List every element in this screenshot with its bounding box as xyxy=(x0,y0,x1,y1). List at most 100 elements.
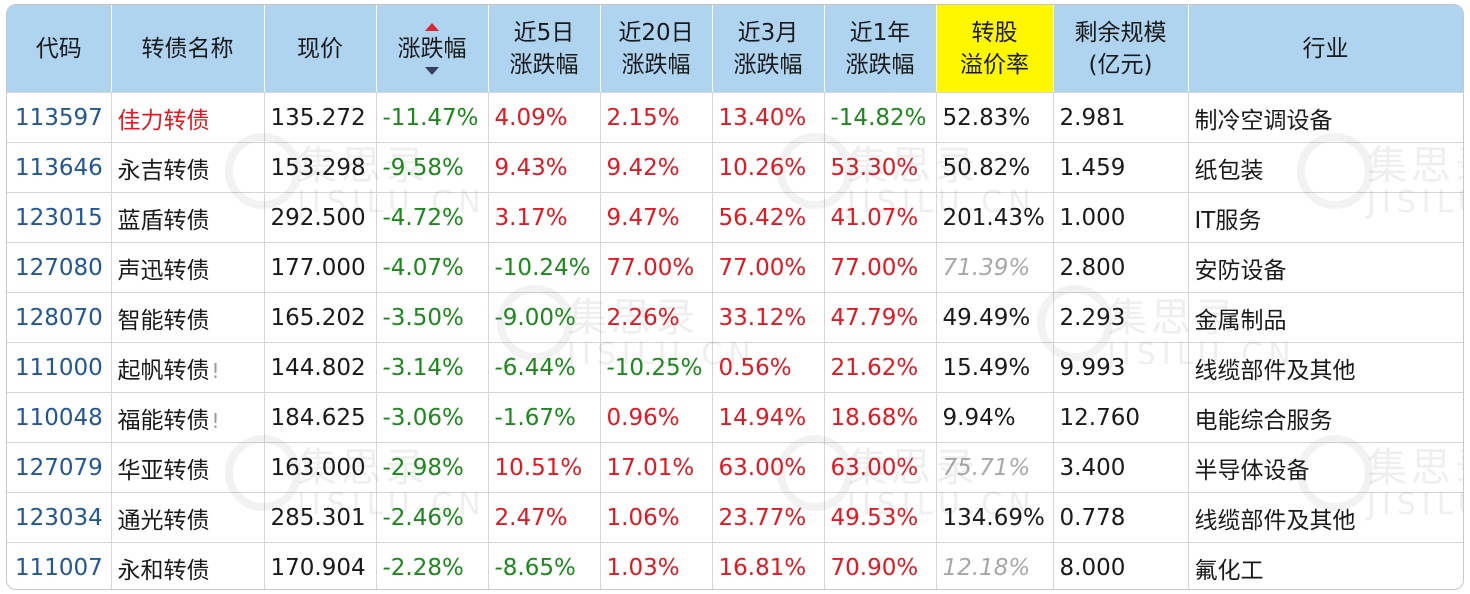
bond-code-link[interactable]: 110048 xyxy=(7,392,112,443)
industry-cell: 线缆部件及其他 xyxy=(1188,342,1463,393)
bond-code-link-text: 111000 xyxy=(15,354,103,381)
table-row[interactable]: 123015 蓝盾转债 292.500 -4.72% 3.17% 9.47% 56.42% 4… xyxy=(7,192,1463,243)
change-5d-cell: -8.65% xyxy=(488,542,601,589)
bond-code-link-text: 128070 xyxy=(15,304,103,331)
bond-name-link[interactable]: 通光转债 xyxy=(111,492,265,543)
bond-code-link[interactable]: 113646 xyxy=(7,142,112,193)
change-3m-cell-text: 14.94% xyxy=(718,404,807,431)
header-5d-line1: 近5日 xyxy=(513,19,575,46)
bond-code-link[interactable]: 111000 xyxy=(7,342,112,393)
change-cell: -3.06% xyxy=(376,392,489,443)
change-5d-cell: 4.09% xyxy=(488,92,601,143)
premium-cell-text: 15.49% xyxy=(942,354,1031,381)
change-1y-cell: 49.53% xyxy=(824,492,937,543)
premium-cell: 50.82% xyxy=(936,142,1054,193)
change-5d-cell-text: 10.51% xyxy=(494,454,583,481)
table-row[interactable]: 111000 起帆转债! 144.802 -3.14% -6.44% -10.25% 0.5… xyxy=(7,342,1463,393)
premium-cell: 52.83% xyxy=(936,92,1054,143)
industry-cell: 氟化工 xyxy=(1188,542,1463,589)
header-industry[interactable]: 行业 xyxy=(1188,5,1463,93)
bond-name-link[interactable]: 华亚转债 xyxy=(111,442,265,493)
header-premium-line1: 转股 xyxy=(971,19,1018,46)
header-price[interactable]: 现价 xyxy=(264,5,377,93)
price-cell: 153.298 xyxy=(264,142,377,193)
table-row[interactable]: 128070 智能转债 165.202 -3.50% -9.00% 2.26% 33.12%… xyxy=(7,292,1463,343)
bond-code-link[interactable]: 128070 xyxy=(7,292,112,343)
change-1y-cell-text: -14.82% xyxy=(830,104,927,131)
premium-cell-text: 75.71% xyxy=(942,454,1031,481)
size-cell: 2.981 xyxy=(1053,92,1189,143)
table-row[interactable]: 113646 永吉转债 153.298 -9.58% 9.43% 9.42% 10.26% 5… xyxy=(7,142,1463,193)
bond-name-link-text: 通光转债 xyxy=(117,507,210,534)
change-cell: -11.47% xyxy=(376,92,489,143)
change-20d-cell: 1.03% xyxy=(600,542,713,589)
warning-mark-icon: ! xyxy=(211,358,220,383)
bond-name-link[interactable]: 声迅转债 xyxy=(111,242,265,293)
bond-code-link[interactable]: 127079 xyxy=(7,442,112,493)
change-5d-cell: -9.00% xyxy=(488,292,601,343)
change-20d-cell: 17.01% xyxy=(600,442,713,493)
size-cell: 12.760 xyxy=(1053,392,1189,443)
header-1y-change[interactable]: 近1年 涨跌幅 xyxy=(824,5,937,93)
price-cell-text: 153.298 xyxy=(270,154,366,181)
header-code[interactable]: 代码 xyxy=(7,5,112,93)
bond-name-link[interactable]: 福能转债! xyxy=(111,392,265,443)
change-3m-cell: 23.77% xyxy=(712,492,825,543)
header-remaining-size[interactable]: 剩余规模 (亿元) xyxy=(1053,5,1189,93)
header-3m-change[interactable]: 近3月 涨跌幅 xyxy=(712,5,825,93)
change-cell-text: -3.06% xyxy=(382,404,464,431)
size-cell-text: 2.800 xyxy=(1059,254,1126,281)
change-20d-cell-text: 77.00% xyxy=(606,254,695,281)
bond-name-link[interactable]: 智能转债 xyxy=(111,292,265,343)
change-1y-cell-text: 53.30% xyxy=(830,154,919,181)
size-cell: 0.778 xyxy=(1053,492,1189,543)
header-5d-change[interactable]: 近5日 涨跌幅 xyxy=(488,5,601,93)
bond-name-link-text: 智能转债 xyxy=(117,307,210,334)
bond-code-link[interactable]: 127080 xyxy=(7,242,112,293)
price-cell-text: 165.202 xyxy=(270,304,366,331)
bond-code-link[interactable]: 123015 xyxy=(7,192,112,243)
bond-name-link[interactable]: 永吉转债 xyxy=(111,142,265,193)
bond-code-link-text: 127079 xyxy=(15,454,103,481)
bond-code-link[interactable]: 123034 xyxy=(7,492,112,543)
sort-descending-icon xyxy=(425,66,439,75)
table-row[interactable]: 127080 声迅转债 177.000 -4.07% -10.24% 77.00% 77.0… xyxy=(7,242,1463,293)
sort-ascending-icon xyxy=(425,22,439,31)
change-20d-cell-text: 0.96% xyxy=(606,404,680,431)
table-row[interactable]: 113597 佳力转债 135.272 -11.47% 4.09% 2.15% 13.40%… xyxy=(7,92,1463,143)
price-cell-text: 170.904 xyxy=(270,554,366,581)
premium-cell-text: 49.49% xyxy=(942,304,1031,331)
size-cell-text: 12.760 xyxy=(1059,404,1140,431)
bond-name-link[interactable]: 蓝盾转债 xyxy=(111,192,265,243)
premium-cell: 49.49% xyxy=(936,292,1054,343)
header-20d-change[interactable]: 近20日 涨跌幅 xyxy=(600,5,713,93)
header-conversion-premium[interactable]: 转股 溢价率 xyxy=(936,5,1054,93)
change-20d-cell: 9.42% xyxy=(600,142,713,193)
bond-name-link[interactable]: 永和转债 xyxy=(111,542,265,589)
change-20d-cell: 2.26% xyxy=(600,292,713,343)
bond-name-link-text: 声迅转债 xyxy=(117,257,210,284)
change-1y-cell-text: 49.53% xyxy=(830,504,919,531)
bond-code-link[interactable]: 113597 xyxy=(7,92,112,143)
change-5d-cell: 9.43% xyxy=(488,142,601,193)
size-cell-text: 8.000 xyxy=(1059,554,1126,581)
header-name[interactable]: 转债名称 xyxy=(111,5,265,93)
table-row[interactable]: 111007 永和转债 170.904 -2.28% -8.65% 1.03% 16.81%… xyxy=(7,542,1463,589)
table-row[interactable]: 127079 华亚转债 163.000 -2.98% 10.51% 17.01% 63.00… xyxy=(7,442,1463,493)
bond-code-link-text: 110048 xyxy=(15,404,103,431)
bond-name-link[interactable]: 起帆转债! xyxy=(111,342,265,393)
premium-cell: 15.49% xyxy=(936,342,1054,393)
bond-name-link[interactable]: 佳力转债 xyxy=(111,92,265,143)
change-5d-cell-text: 2.47% xyxy=(494,504,568,531)
change-5d-cell-text: -6.44% xyxy=(494,354,576,381)
change-3m-cell: 77.00% xyxy=(712,242,825,293)
table-row[interactable]: 110048 福能转债! 184.625 -3.06% -1.67% 0.96% 14.94… xyxy=(7,392,1463,443)
change-1y-cell-text: 41.07% xyxy=(830,204,919,231)
change-3m-cell: 56.42% xyxy=(712,192,825,243)
size-cell: 2.800 xyxy=(1053,242,1189,293)
change-5d-cell: 10.51% xyxy=(488,442,601,493)
header-change-sorted[interactable]: 涨跌幅 xyxy=(376,5,489,93)
industry-cell: IT服务 xyxy=(1188,192,1463,243)
bond-code-link[interactable]: 111007 xyxy=(7,542,112,589)
table-row[interactable]: 123034 通光转债 285.301 -2.46% 2.47% 1.06% 23.77% 4… xyxy=(7,492,1463,543)
